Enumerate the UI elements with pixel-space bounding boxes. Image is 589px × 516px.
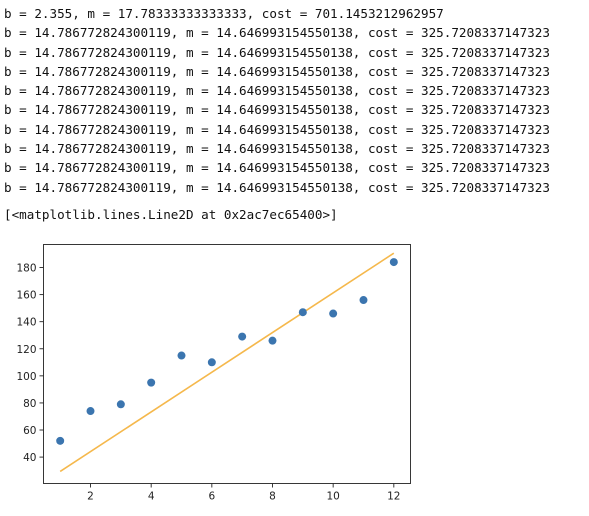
line2d-repr: [<matplotlib.lines.Line2D at 0x2ac7ec654…	[4, 207, 338, 222]
x-tick-label: 4	[148, 491, 155, 503]
data-point	[56, 436, 65, 445]
x-tick-label: 6	[208, 491, 215, 503]
y-tick-label: 100	[16, 371, 36, 383]
data-point	[329, 309, 338, 318]
scatter-plot: 2 4 6 8 10 12 40 60 80 100 120 140 160 180	[16, 244, 411, 503]
output-line: b = 14.786772824300119, m = 14.646993154…	[4, 102, 550, 118]
data-point	[298, 308, 307, 317]
data-point	[177, 351, 186, 360]
output-line: b = 14.786772824300119, m = 14.646993154…	[4, 160, 550, 176]
data-point	[147, 378, 156, 387]
data-point	[116, 400, 125, 409]
data-point	[268, 336, 277, 345]
plot-frame	[43, 244, 411, 484]
y-tick-label: 80	[23, 398, 36, 410]
y-tick-label: 60	[23, 425, 36, 437]
output-line: b = 14.786772824300119, m = 14.646993154…	[4, 179, 550, 195]
output-line: b = 14.786772824300119, m = 14.646993154…	[4, 44, 550, 60]
data-point	[238, 332, 247, 341]
output-line: b = 14.786772824300119, m = 14.646993154…	[4, 25, 550, 41]
regression-line	[59, 252, 395, 473]
data-point	[359, 296, 368, 305]
output-line: b = 14.786772824300119, m = 14.646993154…	[4, 141, 550, 157]
cell-output: b = 2.355, m = 17.78333333333333, cost =…	[4, 4, 550, 197]
output-line: b = 14.786772824300119, m = 14.646993154…	[4, 121, 550, 137]
x-tick-label: 2	[87, 491, 94, 503]
output-line: b = 14.786772824300119, m = 14.646993154…	[4, 83, 550, 99]
y-tick-label: 140	[16, 317, 36, 329]
y-tick-label: 40	[23, 452, 36, 464]
x-tick-label: 10	[326, 491, 339, 503]
x-tick-label: 8	[269, 491, 276, 503]
x-tick-label: 12	[387, 491, 400, 503]
y-tick-label: 180	[16, 263, 36, 275]
y-tick-label: 160	[16, 290, 36, 302]
data-point	[207, 358, 216, 367]
data-point	[86, 407, 95, 416]
y-tick-label: 120	[16, 344, 36, 356]
output-line: b = 2.355, m = 17.78333333333333, cost =…	[4, 6, 444, 21]
output-line: b = 14.786772824300119, m = 14.646993154…	[4, 63, 550, 79]
data-point	[389, 258, 398, 267]
